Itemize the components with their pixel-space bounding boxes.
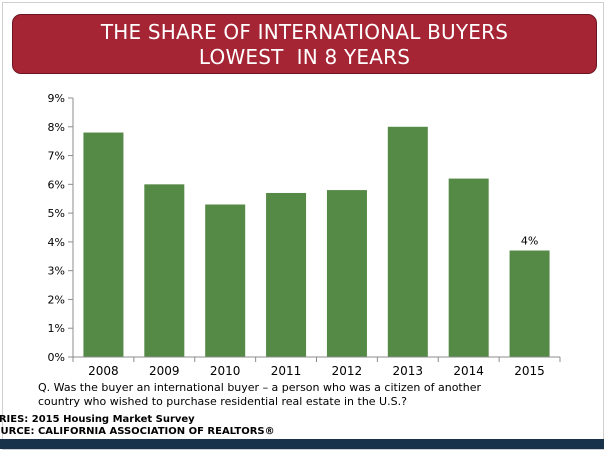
survey-question: Q. Was the buyer an international buyer …: [38, 381, 578, 409]
x-tick-label: 2014: [453, 364, 484, 376]
y-tick-label: 0%: [48, 351, 65, 364]
title-line-2: LOWEST IN 8 YEARS: [198, 45, 411, 69]
question-line-2: country who wished to purchase residenti…: [38, 395, 407, 408]
bar: [205, 204, 246, 357]
bar: [83, 132, 124, 357]
question-line-1: Q. Was the buyer an international buyer …: [38, 381, 481, 394]
y-tick-label: 9%: [48, 92, 65, 105]
y-tick-label: 5%: [48, 207, 65, 220]
title-banner: THE SHARE OF INTERNATIONAL BUYERS LOWEST…: [12, 14, 597, 74]
y-tick-label: 6%: [48, 178, 65, 191]
footer-source: OURCE: CALIFORNIA ASSOCIATION OF REALTOR…: [0, 426, 275, 437]
y-tick-label: 2%: [48, 293, 65, 306]
x-tick-label: 2008: [88, 364, 119, 376]
x-tick-label: 2013: [393, 364, 424, 376]
bar: [448, 178, 489, 357]
bar-chart: 0% 1% 2% 3% 4% 5% 6% 7% 8% 9% 2008 2009 2010 2011 201…: [48, 92, 561, 376]
x-tick-label: 2009: [149, 364, 180, 376]
bar: [509, 250, 550, 357]
y-tick-label: 1%: [48, 322, 65, 335]
y-tick-label: 8%: [48, 121, 65, 134]
y-tick-label: 4%: [48, 236, 65, 249]
x-tick-label: 2010: [210, 364, 241, 376]
bar: [144, 184, 185, 357]
footer-text: ERIES: 2015 Housing Market Survey OURCE:…: [0, 414, 600, 438]
y-tick-label: 7%: [48, 150, 65, 163]
x-tick-label: 2015: [514, 364, 545, 376]
side-bar: [604, 0, 611, 460]
footer-series: ERIES: 2015 Housing Market Survey: [0, 414, 195, 425]
slide-frame: [2, 2, 604, 450]
x-tick-label: 2012: [332, 364, 363, 376]
bottom-bar: [0, 439, 604, 449]
bar: [266, 192, 307, 357]
x-tick-label: 2011: [271, 364, 302, 376]
bar: [326, 190, 367, 357]
bar: [387, 126, 428, 358]
y-tick-label: 3%: [48, 265, 65, 278]
data-label: 4%: [521, 235, 538, 248]
title-line-1: THE SHARE OF INTERNATIONAL BUYERS: [100, 20, 509, 44]
